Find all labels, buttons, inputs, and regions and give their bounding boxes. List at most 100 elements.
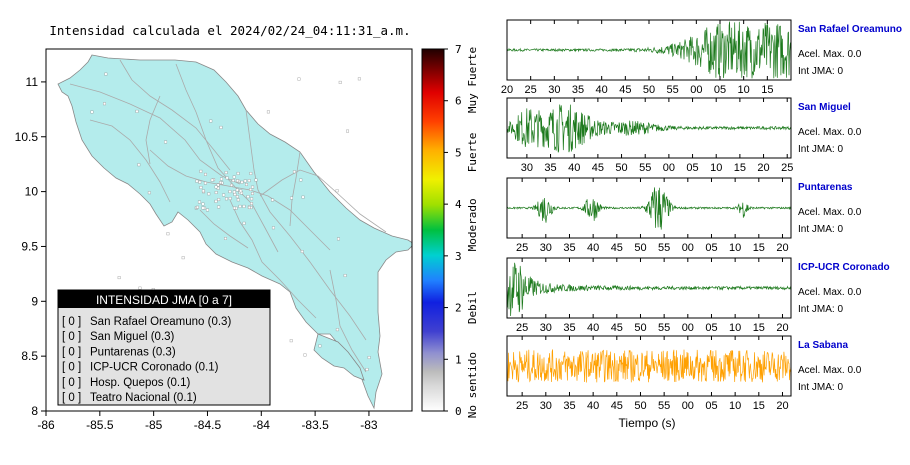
time-tick-label: 30	[540, 242, 552, 254]
station-dot	[103, 102, 106, 106]
station-dot	[214, 185, 218, 189]
map-y-tick-label: 8	[31, 404, 38, 418]
station-dot	[335, 328, 339, 332]
road-line	[199, 209, 249, 249]
time-tick-label: 30	[540, 322, 552, 334]
road-line	[245, 109, 367, 341]
time-tick-label: 40	[596, 84, 608, 96]
station-dot	[181, 256, 185, 260]
station-dot	[216, 183, 220, 187]
acel-max-label: Acel. Max. 0.0	[798, 365, 862, 376]
acel-max-label: Acel. Max. 0.0	[798, 287, 862, 298]
station-dot	[250, 202, 254, 205]
station-dot	[367, 356, 371, 359]
time-tick-label: 50	[643, 84, 655, 96]
intensity-colorbar: 0 1 2 3 4 5 6 7 No sentido Debil Moderado Fuerte Mu…	[421, 43, 479, 418]
time-tick-label: 30	[540, 400, 552, 412]
station-dot	[303, 353, 307, 357]
time-tick-label: 45	[611, 242, 623, 254]
time-tick-label: 55	[658, 322, 670, 334]
time-tick-label: 15	[753, 322, 765, 334]
colorbar-tick-label: 7	[455, 43, 462, 56]
waveform-trace	[506, 104, 792, 153]
seismogram-panel: 30 35 40 45 50 55 00 05 10 15 20 25 San Miguel Acel. …	[506, 97, 862, 174]
colorbar-tick-label: 4	[455, 198, 462, 211]
station-dot	[228, 196, 232, 200]
time-tick-label: 10	[738, 84, 750, 96]
colorbar-tick-label: 2	[455, 302, 462, 315]
colorbar-tick-label: 1	[455, 353, 462, 366]
station-dot	[198, 180, 202, 184]
time-tick-label: 25	[516, 242, 528, 254]
station-dot	[249, 188, 253, 192]
station-dot	[242, 204, 246, 208]
station-dot	[297, 77, 301, 81]
time-tick-label: 50	[615, 162, 627, 174]
station-dot	[335, 189, 339, 193]
waveform-trace	[506, 187, 792, 230]
station-dot	[238, 204, 242, 208]
station-dot	[266, 110, 270, 114]
station-dot	[231, 179, 235, 182]
time-tick-label: 20	[501, 84, 513, 96]
legend-item-station: ICP-UCR Coronado (0.1)	[90, 362, 219, 374]
station-dot	[233, 206, 236, 210]
time-tick-label: 00	[663, 162, 675, 174]
road-network	[69, 59, 387, 373]
station-dot	[365, 368, 369, 371]
road-line	[145, 95, 161, 165]
station-dot	[251, 192, 254, 195]
station-dot	[318, 344, 322, 348]
figure-title: Intensidad calculada el 2024/02/24_04:11…	[49, 23, 410, 38]
road-line	[289, 151, 301, 227]
legend-item-level: [ 0 ]	[62, 377, 81, 389]
station-dot	[222, 193, 226, 197]
time-tick-label: 15	[753, 400, 765, 412]
legend-item-level: [ 0 ]	[62, 346, 81, 358]
time-tick-label: 15	[753, 242, 765, 254]
time-tick-label: 20	[776, 322, 788, 334]
station-dot	[290, 196, 294, 200]
time-tick-label: 20	[776, 400, 788, 412]
time-tick-label: 55	[658, 242, 670, 254]
map-x-ticks: -86 -85.5 -85 -84.5 -84 -83.5 -83	[37, 411, 378, 432]
time-tick-label: 55	[639, 162, 651, 174]
station-title: Puntarenas	[798, 182, 853, 193]
osa-peninsula	[313, 333, 365, 381]
station-dot	[232, 175, 236, 179]
station-dot	[199, 186, 203, 189]
x-axis-label: Tiempo (s)	[619, 416, 676, 430]
station-dot	[166, 232, 170, 236]
time-tick-label: 30	[548, 84, 560, 96]
legend-item-level: [ 0 ]	[62, 392, 81, 404]
station-dot	[224, 237, 227, 240]
station-dot	[235, 195, 239, 199]
road-line	[175, 63, 279, 253]
station-dot	[247, 206, 251, 210]
time-tick-label: 50	[634, 400, 646, 412]
acel-max-label: Acel. Max. 0.0	[798, 207, 862, 218]
time-tick-label: 25	[525, 84, 537, 96]
station-dot	[201, 202, 205, 206]
time-tick-label: 50	[634, 322, 646, 334]
station-dot	[235, 188, 239, 192]
time-tick-label: 05	[686, 162, 698, 174]
station-dot	[243, 179, 247, 183]
station-dot	[196, 205, 199, 209]
time-tick-label: 35	[563, 242, 575, 254]
colorbar-category-label: No sentido	[466, 352, 479, 418]
station-dot	[207, 192, 211, 196]
seismogram-panel: 25 30 35 40 45 50 55 00 05 10 15 20 Puntarenas Acel. …	[506, 177, 862, 254]
station-dot	[217, 198, 221, 202]
station-dot	[236, 171, 240, 175]
station-dot	[357, 77, 361, 81]
station-dot	[210, 178, 214, 182]
time-tick-label: 10	[710, 162, 722, 174]
legend-item-station: Puntarenas (0.3)	[90, 346, 176, 358]
station-dot	[239, 189, 243, 193]
station-dots	[90, 72, 371, 371]
time-tick-label: 30	[521, 162, 533, 174]
map-x-tick-label: -84.5	[194, 418, 222, 432]
station-dot	[201, 206, 205, 210]
station-dot	[201, 189, 205, 193]
